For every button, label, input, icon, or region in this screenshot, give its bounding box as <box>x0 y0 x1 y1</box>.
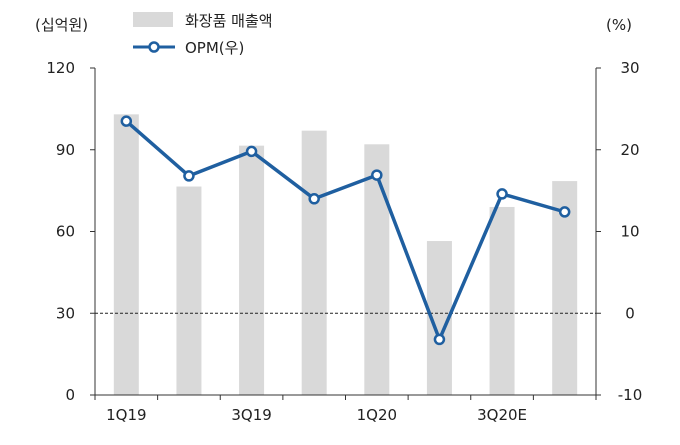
left-axis-unit: (십억원) <box>35 16 88 34</box>
bar-2Q19 <box>176 186 202 395</box>
x-axis-ticks: 1Q19 3Q19 1Q20 3Q20E <box>94 395 597 424</box>
opm-point-2Q19 <box>183 170 195 182</box>
opm-point-2Q20 <box>433 333 446 346</box>
opm-point-4Q20E <box>558 206 571 218</box>
x-tick-label: 1Q19 <box>106 406 146 424</box>
bar-1Q19 <box>113 114 139 395</box>
right-tick-label: 20 <box>620 141 639 159</box>
x-tick-label: 1Q20 <box>357 406 397 424</box>
left-tick-label: 0 <box>65 386 75 404</box>
right-tick-label: 0 <box>625 304 635 322</box>
bar-1Q20 <box>364 144 390 395</box>
legend-bar-label: 화장품 매출액 <box>185 12 273 30</box>
legend-line-marker <box>148 41 160 53</box>
left-axis-ticks: 0 30 60 90 120 <box>46 59 95 404</box>
bar-3Q19 <box>239 145 265 395</box>
opm-point-3Q19 <box>245 145 258 158</box>
left-tick-label: 60 <box>56 223 75 241</box>
x-tick-label: 3Q20E <box>477 406 527 424</box>
line-series <box>120 115 571 346</box>
opm-line <box>125 119 566 342</box>
left-tick-label: 90 <box>56 141 75 159</box>
opm-point-3Q20E <box>496 188 508 200</box>
left-tick-label: 30 <box>56 304 75 322</box>
bar-3Q20E <box>489 206 515 395</box>
opm-point-4Q19 <box>308 193 320 205</box>
legend: 화장품 매출액 OPM(우) <box>133 12 273 57</box>
right-axis-unit: (%) <box>606 16 632 34</box>
legend-bar-swatch <box>133 12 173 27</box>
bar-series <box>113 114 578 396</box>
x-tick-label: 3Q19 <box>231 406 271 424</box>
legend-line-label: OPM(우) <box>185 39 244 57</box>
right-tick-label: 30 <box>620 59 639 77</box>
right-tick-label: 10 <box>620 223 639 241</box>
right-tick-label: -10 <box>618 386 643 404</box>
right-axis-ticks: -10 0 10 20 30 <box>596 59 642 404</box>
opm-point-1Q19 <box>120 115 133 127</box>
opm-point-1Q20 <box>371 169 383 181</box>
bar-4Q19 <box>301 130 327 396</box>
left-tick-label: 120 <box>46 59 75 77</box>
